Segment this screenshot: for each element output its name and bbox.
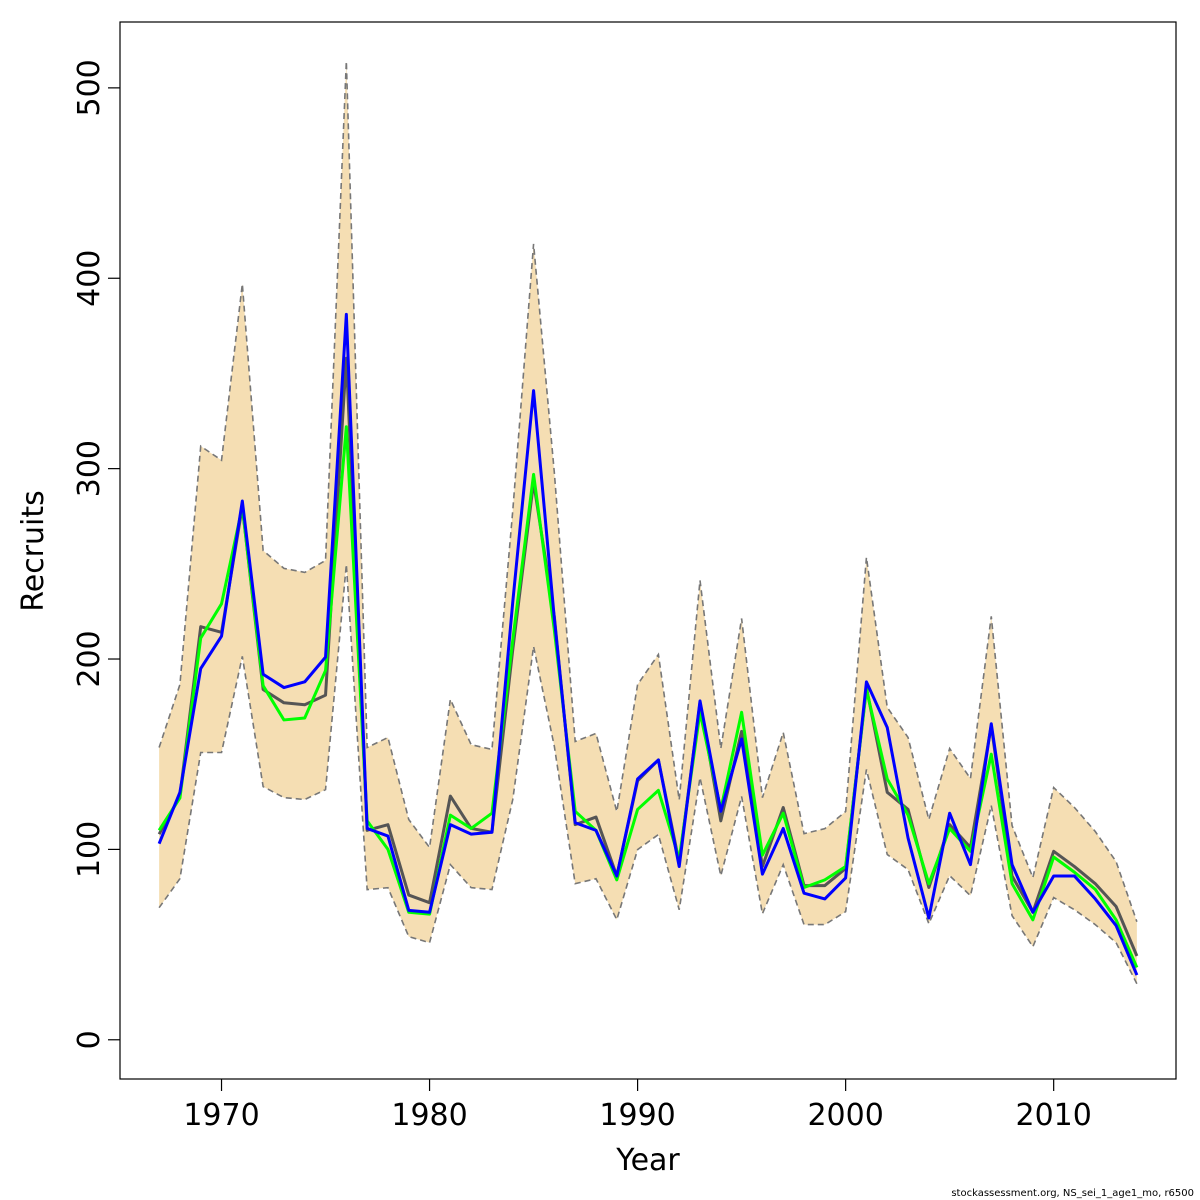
x-axis-title: Year <box>615 1143 680 1178</box>
x-tick-label: 1980 <box>391 1098 467 1133</box>
y-tick-label: 200 <box>72 630 107 687</box>
band-upper <box>158 61 1138 923</box>
y-tick-label: 500 <box>72 59 107 116</box>
plot-frame <box>119 21 1177 1080</box>
series-line <box>157 312 1139 976</box>
y-tick-label: 300 <box>72 440 107 497</box>
band-lower <box>158 564 1138 985</box>
x-tick-label: 2000 <box>807 1098 883 1133</box>
x-tick-label: 1990 <box>599 1098 675 1133</box>
confidence-band <box>159 61 1137 984</box>
y-tick-label: 0 <box>72 1030 107 1049</box>
y-tick-label: 400 <box>72 250 107 307</box>
caption: stockassessment.org, NS_sei_1_age1_mo, r… <box>951 1188 1194 1199</box>
x-tick-label: 1970 <box>183 1098 259 1133</box>
y-axis-title: Recruits <box>16 490 51 612</box>
x-tick-label: 2010 <box>1015 1098 1091 1133</box>
y-tick-label: 100 <box>72 821 107 878</box>
